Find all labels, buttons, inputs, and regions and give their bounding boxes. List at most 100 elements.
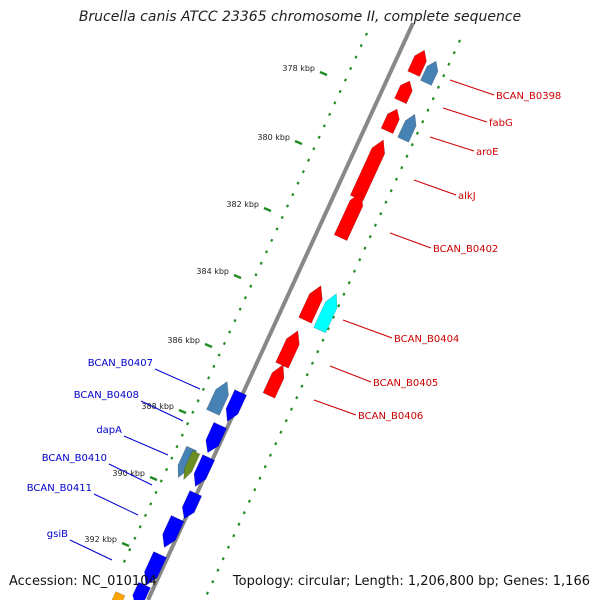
major-tick (233, 273, 242, 280)
label-leader (313, 399, 357, 416)
scale-dot (196, 399, 200, 403)
inner-dot (447, 62, 451, 66)
gene-label-forward: alkJ (458, 191, 476, 202)
major-tick (263, 206, 272, 213)
scale-dot (143, 513, 148, 517)
inner-dot (216, 568, 220, 572)
label-leader (69, 539, 113, 561)
scale-dot (233, 318, 237, 323)
major-tick (204, 342, 213, 349)
inner-dot (279, 430, 283, 434)
scale-dot (359, 44, 363, 48)
gene-arrow-rev (205, 422, 227, 454)
scale-dot (296, 181, 300, 185)
gene-arrow-steelblue (420, 60, 439, 86)
label-leader (108, 463, 153, 486)
inner-dot (331, 315, 335, 319)
scale-dot (212, 364, 216, 369)
scale-dot (128, 548, 132, 552)
scale-dot (133, 536, 137, 540)
gene-arrow-rev (162, 515, 185, 549)
gene-arrow-fwd (298, 285, 323, 324)
label-leader (449, 79, 495, 96)
inner-dot (368, 235, 372, 239)
inner-dot (389, 189, 393, 193)
gene-label-reverse: BCAN_B0408 (74, 390, 139, 401)
scale-dot (249, 284, 253, 288)
gene-label-forward: BCAN_B0406 (358, 411, 423, 422)
tick-label: 388 kbp (141, 402, 174, 411)
scale-dot (343, 78, 347, 82)
inner-dot (300, 384, 304, 388)
major-tick (149, 475, 158, 482)
gene-arrow-fwd (394, 80, 413, 105)
label-leader (140, 400, 184, 422)
scale-dot (122, 559, 126, 563)
inner-dot (352, 269, 356, 273)
inner-dot (436, 85, 440, 89)
inner-dot (237, 522, 241, 526)
gene-label-forward: BCAN_B0402 (433, 244, 498, 255)
gene-label-reverse: BCAN_B0407 (88, 358, 153, 369)
inner-dot (342, 292, 346, 296)
label-leader (123, 435, 169, 456)
scale-dot (259, 261, 263, 265)
inner-dot (379, 212, 383, 216)
inner-dot (205, 591, 209, 595)
gene-arrow-cyan (313, 293, 338, 334)
scale-dot (243, 296, 247, 300)
inner-dot (373, 223, 377, 227)
scale-dot (154, 490, 158, 495)
gene-arrow-fwd (407, 49, 427, 77)
inner-dot (442, 74, 446, 78)
gene-arrow-orange (111, 591, 126, 600)
scale-dot (270, 238, 274, 243)
tick-label: 392 kbp (84, 535, 117, 544)
gene-arrow-fwd (275, 330, 300, 369)
label-leader (93, 493, 139, 516)
gene-label-forward: fabG (489, 118, 513, 129)
inner-dot (358, 258, 362, 262)
inner-dot (211, 580, 215, 584)
scale-dot (317, 135, 321, 139)
inner-dot (263, 465, 267, 469)
inner-dot (268, 453, 272, 457)
inner-dot (337, 304, 341, 308)
gene-label-reverse: BCAN_B0410 (42, 453, 107, 464)
scale-dot (201, 387, 205, 391)
inner-dot (394, 177, 398, 181)
tick-label: 384 kbp (196, 267, 229, 276)
inner-dot (232, 534, 236, 538)
inner-dot (405, 154, 409, 158)
inner-dot (457, 39, 461, 43)
scale-dot (207, 376, 211, 380)
scale-dot (280, 215, 284, 220)
major-tick (294, 139, 303, 146)
gene-arrow-steelblue (397, 113, 417, 143)
label-leaders (69, 79, 495, 561)
gene-labels: BCAN_B0398 fabG aroE alkJ BCAN_B0402 BCAN_B04… (27, 91, 562, 540)
inner-dot (295, 396, 299, 400)
major-tick (319, 70, 328, 77)
inner-dot (363, 246, 367, 250)
gene-label-reverse: dapA (96, 425, 122, 436)
inner-dot (421, 120, 425, 124)
scale-dot (328, 112, 332, 117)
scale-dot (264, 250, 269, 254)
summary-text: Topology: circular; Length: 1,206,800 bp… (232, 574, 590, 589)
inner-dot (400, 166, 404, 170)
inner-dot (242, 511, 246, 515)
label-leader (154, 368, 201, 390)
gene-features (111, 49, 439, 600)
scale-dot (349, 66, 353, 71)
gene-arrow-fwd (380, 108, 400, 134)
inner-dot (226, 545, 230, 549)
gene-label-forward: BCAN_B0398 (496, 91, 561, 102)
inner-dot (410, 143, 414, 147)
inner-dot (384, 200, 388, 204)
scale-dot (254, 273, 258, 277)
scale-dot (333, 101, 337, 105)
gene-label-reverse: gsiB (47, 529, 68, 540)
tick-label: 382 kbp (226, 200, 259, 209)
